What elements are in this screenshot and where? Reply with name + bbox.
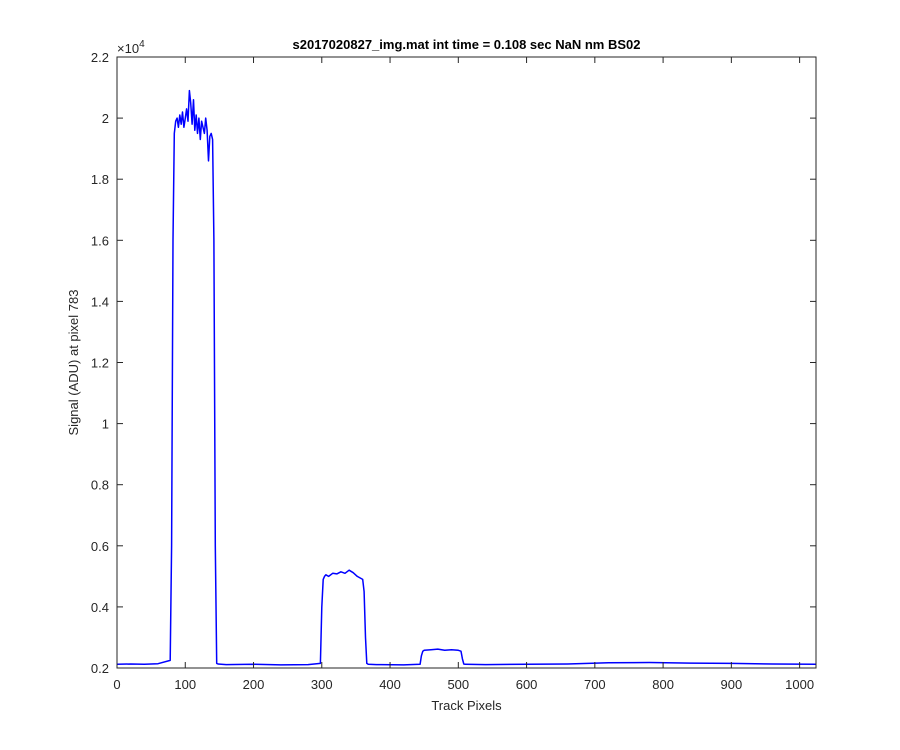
- y-tick-label: 0.8: [91, 478, 109, 493]
- y-tick-label: 1.2: [91, 356, 109, 371]
- y-exponent-label: ×104: [117, 39, 145, 56]
- y-tick-label: 1.6: [91, 233, 109, 248]
- x-tick-label: 700: [584, 677, 606, 692]
- y-tick-label: 1: [102, 417, 109, 432]
- y-tick-label: 0.2: [91, 661, 109, 676]
- y-tick-label: 0.4: [91, 600, 109, 615]
- x-tick-label: 1000: [785, 677, 814, 692]
- chart-title: s2017020827_img.mat int time = 0.108 sec…: [293, 37, 641, 52]
- plot-frame: [116, 56, 817, 669]
- y-tick-label: 2.2: [91, 50, 109, 65]
- x-tick-label: 400: [379, 677, 401, 692]
- x-axis-label: Track Pixels: [431, 698, 502, 713]
- series-layer: [116, 89, 817, 666]
- x-tick-label: 0: [113, 677, 120, 692]
- x-tick-label: 100: [174, 677, 196, 692]
- plot-area: [117, 57, 816, 668]
- y-tick-label: 0.6: [91, 539, 109, 554]
- y-tick-label: 2: [102, 111, 109, 126]
- x-tick-label: 600: [516, 677, 538, 692]
- y-exponent-power: 4: [139, 39, 145, 50]
- y-exponent-base: ×10: [117, 41, 139, 56]
- tick-layer: 0 100 200 300 400 500 600 700 800 900 1000 0.2 0.4 0.…: [91, 50, 816, 692]
- x-tick-label: 900: [721, 677, 743, 692]
- x-tick-label: 800: [652, 677, 674, 692]
- x-tick-label: 500: [447, 677, 469, 692]
- y-tick-label: 1.8: [91, 172, 109, 187]
- y-axis-label: Signal (ADU) at pixel 783: [66, 290, 81, 436]
- x-tick-label: 300: [311, 677, 333, 692]
- series-line-0: [116, 89, 817, 666]
- x-tick-label: 200: [243, 677, 265, 692]
- y-tick-label: 1.4: [91, 294, 109, 309]
